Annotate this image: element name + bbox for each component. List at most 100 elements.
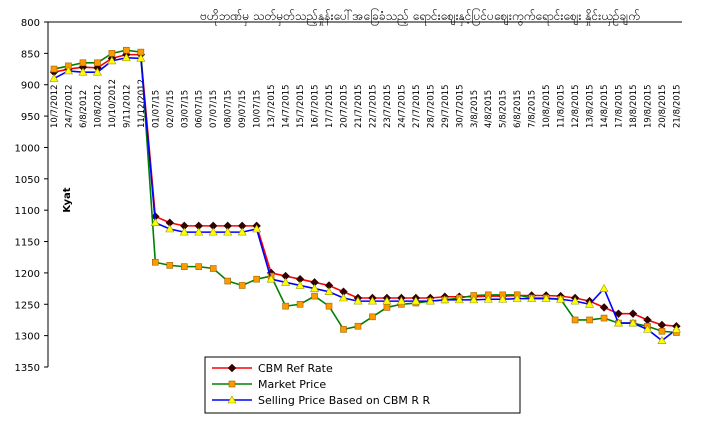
x-tick-label: 10/07/15 <box>253 90 263 128</box>
legend-marker <box>228 380 236 388</box>
marker <box>527 294 537 302</box>
marker <box>224 277 231 285</box>
x-tick-label: 17/7/2015 <box>325 84 335 128</box>
series-line <box>53 53 677 328</box>
y-tick-label: 1050 <box>15 175 40 186</box>
legend-marker <box>227 363 237 373</box>
marker <box>585 299 595 308</box>
y-tick-label: 800 <box>21 18 40 29</box>
marker <box>310 283 320 292</box>
marker <box>152 258 159 266</box>
legend-box <box>204 356 521 414</box>
x-tick-label: 21/7/2015 <box>354 84 364 128</box>
marker <box>353 296 363 305</box>
x-tick-label: 21/8/2015 <box>672 84 682 128</box>
marker <box>50 65 58 73</box>
x-tick-label: 10/8/2012 <box>93 84 103 128</box>
marker <box>166 262 174 269</box>
marker <box>108 50 116 57</box>
x-tick-label: 22/7/2015 <box>368 84 378 128</box>
marker <box>354 322 362 330</box>
marker <box>599 303 609 312</box>
marker <box>440 295 450 304</box>
marker <box>512 294 522 302</box>
y-tick-label: 1350 <box>15 363 40 374</box>
marker <box>266 274 276 283</box>
legend-label: Selling Price Based on CBM R R <box>258 394 431 407</box>
marker <box>123 46 130 54</box>
marker <box>237 227 247 236</box>
marker <box>150 218 160 227</box>
x-tick-label: 16/7/2015 <box>311 84 321 128</box>
x-tick-label: 01/07/15 <box>151 90 161 128</box>
marker <box>282 302 289 310</box>
marker <box>628 318 638 327</box>
x-tick-label: 10/8/2015 <box>542 84 552 128</box>
y-tick-label: 850 <box>21 49 40 60</box>
marker <box>63 66 73 75</box>
marker <box>78 67 88 76</box>
marker <box>238 282 246 289</box>
chart-title: ဗဟိုဘဏ်မှ သတ်မှတ်သည့်နှုန်းပေါ်အခြေခံသည့… <box>200 7 640 26</box>
marker <box>454 295 464 304</box>
marker <box>295 280 305 289</box>
marker <box>657 320 667 330</box>
x-tick-label: 6/8/2012 <box>79 90 89 128</box>
marker <box>340 326 347 333</box>
y-tick-label: 950 <box>21 112 40 123</box>
x-tick-label: 17/8/2015 <box>615 84 625 128</box>
marker <box>396 296 406 305</box>
marker <box>541 294 551 302</box>
marker <box>165 224 175 233</box>
marker <box>121 53 131 62</box>
marker <box>498 294 508 303</box>
marker <box>469 295 479 304</box>
x-tick-label: 29/7/2015 <box>441 84 451 128</box>
x-tick-label: 07/07/15 <box>209 90 219 128</box>
x-tick-label: 10/10/2012 <box>108 79 118 128</box>
x-tick-label: 06/07/15 <box>195 90 205 128</box>
marker <box>311 292 318 300</box>
legend-label: CBM Ref Rate <box>258 362 333 375</box>
x-tick-label: 03/07/15 <box>180 90 190 128</box>
x-tick-label: 11/8/2015 <box>557 84 567 128</box>
marker <box>571 316 579 324</box>
x-tick-label: 11/12/2012 <box>137 79 147 128</box>
marker <box>614 318 624 327</box>
y-tick-label: 1300 <box>15 332 40 343</box>
x-tick-label: 24/7/2015 <box>397 84 407 128</box>
series-line <box>53 49 677 334</box>
marker <box>92 67 102 76</box>
marker <box>643 315 652 325</box>
marker <box>425 296 435 305</box>
x-tick-label: 4/8/2015 <box>484 90 494 128</box>
y-tick-label: 1250 <box>15 300 40 311</box>
x-tick-label: 24/7/2012 <box>64 84 74 128</box>
y-tick-label: 1100 <box>15 206 40 217</box>
x-tick-label: 23/7/2015 <box>383 84 393 128</box>
legend-label: Market Price <box>258 378 326 391</box>
marker <box>338 293 349 302</box>
marker <box>179 227 189 236</box>
x-tick-label: 12/8/2015 <box>571 84 581 128</box>
x-tick-label: 02/07/15 <box>166 90 176 128</box>
marker <box>281 277 291 286</box>
marker <box>252 224 262 233</box>
marker <box>556 294 566 303</box>
y-tick-label: 900 <box>21 81 40 92</box>
marker <box>483 294 493 303</box>
x-tick-label: 5/8/2015 <box>499 90 509 128</box>
marker <box>570 296 580 305</box>
x-tick-label: 14/8/2015 <box>600 84 610 128</box>
y-tick-label: 1000 <box>15 143 40 154</box>
marker <box>325 302 333 310</box>
x-tick-label: 13/7/2015 <box>267 84 277 128</box>
x-tick-label: 7/8/2015 <box>528 90 538 128</box>
legend-marker <box>227 395 237 404</box>
y-tick-label: 1200 <box>15 269 40 280</box>
marker <box>180 263 188 270</box>
marker <box>107 56 117 65</box>
y-tick-label: 1150 <box>15 238 40 249</box>
x-tick-label: 08/07/15 <box>224 90 234 128</box>
